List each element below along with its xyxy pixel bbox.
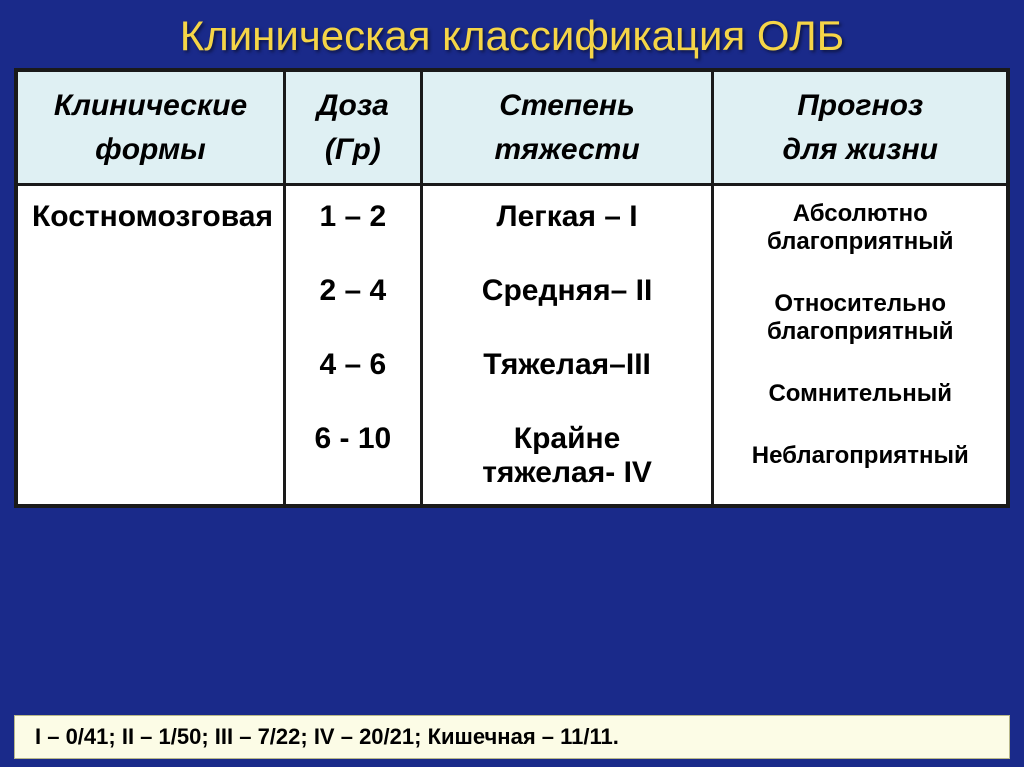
classification-table: Клинические формы Доза (Гр) Степень тяже… <box>14 68 1010 508</box>
prognosis-line: Абсолютно <box>724 200 996 228</box>
col-header-line: тяжести <box>431 128 704 172</box>
cell-form: Костномозговая <box>16 185 284 507</box>
prognosis-value: Неблагоприятный <box>724 442 996 470</box>
prognosis-line: Относительно <box>724 290 996 318</box>
table-header-row: Клинические формы Доза (Гр) Степень тяже… <box>16 70 1008 185</box>
severity-line: Крайне <box>433 422 702 456</box>
severity-value: Тяжелая–III <box>433 348 702 382</box>
severity-value: Крайне тяжелая- IV <box>433 422 702 490</box>
col-header-line: (Гр) <box>294 128 412 172</box>
cell-dose: 1 – 2 2 – 4 4 – 6 6 - 10 <box>284 185 421 507</box>
col-header-prognosis: Прогноз для жизни <box>713 70 1008 185</box>
col-header-forms: Клинические формы <box>16 70 284 185</box>
slide-title: Клиническая классификация ОЛБ <box>0 0 1024 68</box>
col-header-line: формы <box>26 128 275 172</box>
table-row: Костномозговая 1 – 2 2 – 4 4 – 6 6 - 10 … <box>16 185 1008 507</box>
severity-value: Средняя– II <box>433 274 702 308</box>
dose-value: 4 – 6 <box>296 348 410 382</box>
dose-value: 6 - 10 <box>296 422 410 456</box>
prognosis-line: благоприятный <box>724 318 996 346</box>
table-container: Клинические формы Доза (Гр) Степень тяже… <box>0 68 1024 705</box>
col-header-line: для жизни <box>722 128 998 172</box>
severity-line: тяжелая- IV <box>433 456 702 490</box>
prognosis-value: Абсолютно благоприятный <box>724 200 996 256</box>
dose-value: 2 – 4 <box>296 274 410 308</box>
severity-value: Легкая – I <box>433 200 702 234</box>
footnote-container: I – 0/41; II – 1/50; III – 7/22; IV – 20… <box>0 705 1024 767</box>
prognosis-value: Относительно благоприятный <box>724 290 996 346</box>
cell-severity: Легкая – I Средняя– II Тяжелая–III Крайн… <box>421 185 713 507</box>
col-header-dose: Доза (Гр) <box>284 70 421 185</box>
prognosis-line: благоприятный <box>724 228 996 256</box>
dose-value: 1 – 2 <box>296 200 410 234</box>
col-header-line: Клинические <box>26 84 275 128</box>
footnote-text: I – 0/41; II – 1/50; III – 7/22; IV – 20… <box>14 715 1010 759</box>
col-header-severity: Степень тяжести <box>421 70 713 185</box>
prognosis-value: Сомнительный <box>724 380 996 408</box>
col-header-line: Доза <box>294 84 412 128</box>
col-header-line: Прогноз <box>722 84 998 128</box>
col-header-line: Степень <box>431 84 704 128</box>
cell-prognosis: Абсолютно благоприятный Относительно бла… <box>713 185 1008 507</box>
